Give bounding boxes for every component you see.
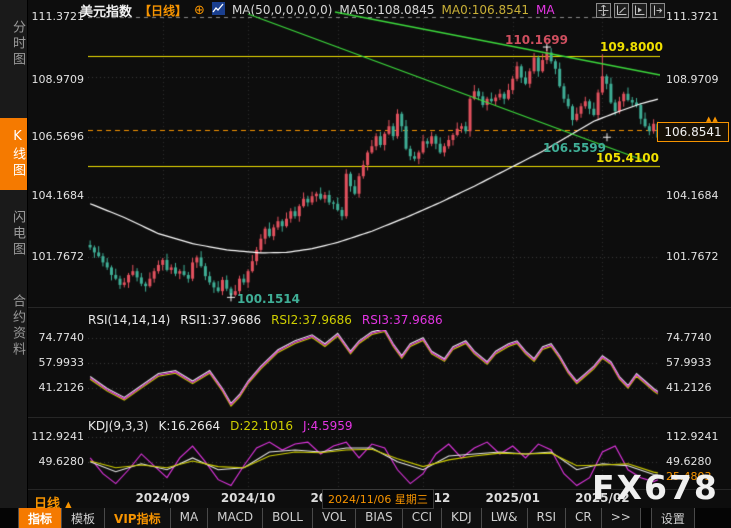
toolbar-button-CCI[interactable]: CCI <box>402 508 443 528</box>
timeframe-arrow-icon: ▲ <box>64 500 73 511</box>
resistance-line-label: 109.8000 <box>600 40 664 54</box>
toolbar-button-模板[interactable]: 模板 <box>62 508 106 528</box>
high-price-annotation: 110.1699 <box>505 33 569 47</box>
rsi1-value: RSI1:37.9686 <box>180 313 262 327</box>
left-sidebar: 分时图 K线图 闪电图 合约资料 <box>0 0 28 528</box>
current-value-box: 106.8541 <box>657 122 729 142</box>
axis-label: 25.4803 <box>666 470 712 483</box>
axis-label: 108.9709 <box>666 73 719 86</box>
toolbar-button-指标[interactable]: 指标 <box>18 508 63 528</box>
kdj-d-value: D:22.1016 <box>230 419 293 433</box>
toolbar-button-VIP指标[interactable]: VIP指标 <box>105 508 171 528</box>
x-axis-tick: 2025/01 <box>485 491 540 505</box>
axis-label: 111.3721 <box>31 10 85 23</box>
panel-divider <box>28 417 731 418</box>
axis-label: 104.1684 <box>31 189 85 202</box>
axis-label: 104.1684 <box>666 189 719 202</box>
toolbar-button-BIAS[interactable]: BIAS <box>356 508 403 528</box>
rsi2-value: RSI2:37.9686 <box>271 313 352 327</box>
x-axis-tick: 2025/02 <box>575 491 630 505</box>
fx678-watermark: FX678 <box>592 468 719 507</box>
toolbar-button-VOL[interactable]: VOL <box>312 508 357 528</box>
support-line-label: 105.4100 <box>596 151 660 165</box>
axis-label: 101.7672 <box>31 250 85 263</box>
axis-label: 101.7672 <box>666 250 719 263</box>
toolbar-button-设置[interactable]: 设置 <box>650 508 695 528</box>
kdj-indicator-chart[interactable] <box>88 430 660 490</box>
last-price-annotation: 106.5599 <box>543 141 607 155</box>
axis-label: 74.7740 <box>38 331 85 344</box>
kdj-title[interactable]: KDJ(9,3,3) <box>88 419 149 433</box>
crosshair-date-tooltip: 2024/11/06 星期三 <box>322 489 434 509</box>
axis-label: 111.3721 <box>666 10 719 23</box>
toolbar-button-MA[interactable]: MA <box>170 508 209 528</box>
axis-label: 41.2126 <box>666 381 712 394</box>
toolbar-button-MACD[interactable]: MACD <box>208 508 264 528</box>
kdj-k-value: K:16.2664 <box>158 419 221 433</box>
x-axis-tick: 2024/10 <box>220 491 276 505</box>
axis-label: 112.9241 <box>31 430 85 443</box>
axis-label: 106.5696 <box>31 130 85 143</box>
axis-label: 57.9933 <box>666 356 712 369</box>
toolbar-button-CR[interactable]: CR <box>566 508 602 528</box>
indicator-toolbar: 指标 模板 VIP指标 MA MACD BOLL VOL BIAS CCI KDJ LW& RSI CR… <box>0 508 731 528</box>
toolbar-button-KDJ[interactable]: KDJ <box>442 508 482 528</box>
rsi3-value: RSI3:37.9686 <box>361 313 443 327</box>
main-candlestick-chart[interactable] <box>88 10 660 305</box>
panel-divider <box>28 307 731 308</box>
axis-label: 108.9709 <box>31 73 85 86</box>
sidebar-tab-lightning[interactable]: 闪电图 <box>10 210 25 258</box>
rsi-header: RSI(14,14,14) RSI1:37.9686 RSI2:37.9686 … <box>88 313 443 327</box>
sidebar-tab-contract-info[interactable]: 合约资料 <box>10 294 25 358</box>
axis-label: 57.9933 <box>38 356 85 369</box>
sidebar-tab-kline[interactable]: K线图 <box>0 118 27 190</box>
axis-label: 49.6280 <box>666 455 712 468</box>
toolbar-button-LW&[interactable]: LW& <box>481 508 528 528</box>
kdj-j-value: J:4.5959 <box>303 419 353 433</box>
rsi-title[interactable]: RSI(14,14,14) <box>88 313 171 327</box>
axis-label: 41.2126 <box>38 381 85 394</box>
toolbar-button->>[interactable]: >> <box>601 508 641 528</box>
axis-label: 49.6280 <box>38 455 85 468</box>
price-alert-arrows-icon: ▲▲ <box>706 115 719 123</box>
toolbar-button-BOLL[interactable]: BOLL <box>263 508 313 528</box>
sidebar-tab-timeshare[interactable]: 分时图 <box>10 20 25 68</box>
rsi-indicator-chart[interactable] <box>88 330 660 415</box>
axis-label: 112.9241 <box>666 430 719 443</box>
x-axis-tick: 2024/09 <box>135 491 190 505</box>
kdj-header: KDJ(9,3,3) K:16.2664 D:22.1016 J:4.5959 <box>88 419 353 433</box>
toolbar-button-RSI[interactable]: RSI <box>527 508 566 528</box>
low-price-annotation: 100.1514 <box>237 292 301 306</box>
axis-label: 74.7740 <box>666 331 712 344</box>
